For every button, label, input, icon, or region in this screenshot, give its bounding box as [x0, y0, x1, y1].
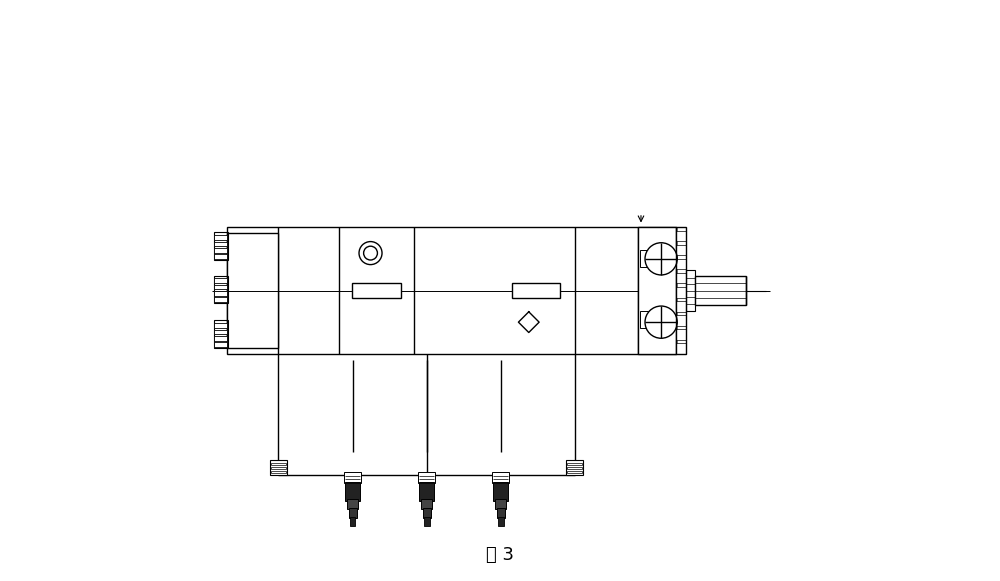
Circle shape — [645, 306, 677, 338]
Bar — [214, 242, 227, 246]
Bar — [676, 343, 686, 354]
Bar — [350, 517, 355, 526]
Bar — [349, 508, 357, 518]
Bar — [567, 462, 582, 465]
Bar — [227, 227, 676, 354]
Bar — [214, 342, 227, 347]
Bar — [493, 482, 508, 501]
Bar — [271, 462, 286, 465]
Circle shape — [645, 243, 677, 275]
Circle shape — [359, 242, 382, 264]
Bar — [676, 287, 686, 297]
Text: 图 3: 图 3 — [486, 546, 514, 564]
Bar — [344, 472, 361, 483]
Bar — [214, 329, 227, 334]
Bar — [676, 259, 686, 270]
Bar — [686, 270, 695, 311]
Bar — [214, 248, 227, 253]
Bar — [271, 467, 286, 469]
Bar — [424, 517, 430, 526]
Bar — [497, 508, 505, 518]
Bar — [214, 321, 228, 348]
Bar — [492, 472, 509, 483]
Bar — [347, 500, 358, 509]
Bar — [640, 250, 648, 267]
Bar — [695, 276, 746, 305]
Bar — [214, 336, 227, 340]
Bar — [676, 227, 686, 354]
Bar — [676, 245, 686, 255]
Bar — [512, 284, 560, 297]
Bar — [352, 284, 401, 297]
Bar — [419, 482, 434, 501]
Bar — [676, 273, 686, 284]
Bar — [566, 460, 583, 475]
Bar — [214, 285, 227, 289]
Bar — [418, 472, 435, 483]
Bar — [567, 467, 582, 469]
Bar — [214, 297, 227, 302]
Bar — [567, 471, 582, 474]
Bar — [676, 301, 686, 311]
Circle shape — [364, 246, 377, 260]
Bar — [676, 315, 686, 326]
Bar — [214, 323, 227, 328]
Bar — [214, 291, 227, 296]
Polygon shape — [518, 312, 539, 332]
Bar — [214, 254, 227, 259]
Bar — [270, 460, 287, 475]
Bar — [214, 232, 228, 260]
Bar — [676, 231, 686, 241]
Bar — [498, 517, 504, 526]
Bar — [271, 471, 286, 474]
Bar — [345, 482, 360, 501]
Bar — [421, 500, 432, 509]
Bar — [676, 329, 686, 340]
Bar — [423, 508, 431, 518]
Bar — [214, 235, 227, 240]
Bar — [227, 233, 278, 348]
Bar — [640, 311, 648, 328]
Bar — [214, 278, 227, 283]
Bar — [214, 275, 228, 303]
Bar — [638, 227, 676, 354]
Bar — [495, 500, 506, 509]
